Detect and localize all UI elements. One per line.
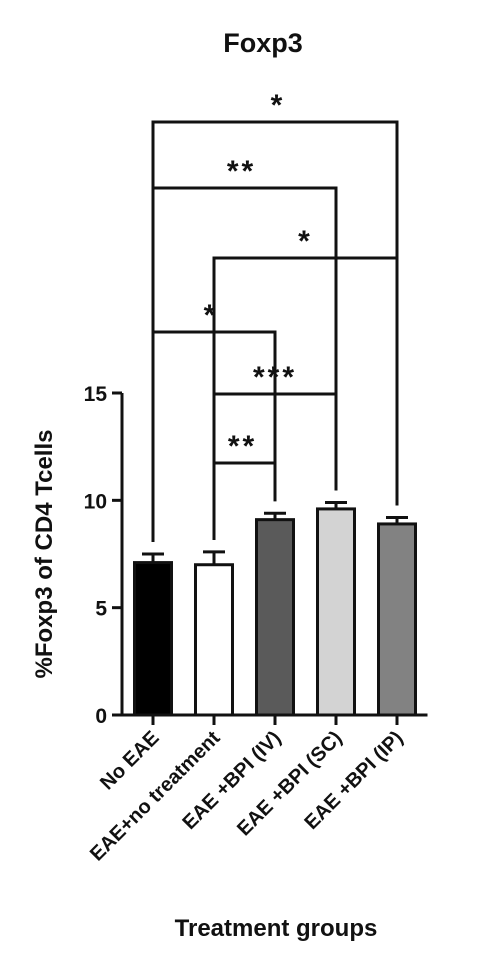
bar: [194, 563, 234, 717]
y-tick-label: 0: [95, 705, 107, 728]
bar: [316, 507, 356, 717]
y-tick-label: 5: [95, 598, 107, 621]
significance-bracket: [151, 120, 399, 542]
x-tick-label: EAE +BPI (SC): [233, 727, 346, 840]
significance-label: *: [204, 299, 219, 332]
chart-title: Foxp3: [223, 28, 303, 58]
significance-label: **: [228, 430, 257, 463]
bar: [255, 518, 295, 717]
bar: [377, 522, 417, 717]
significance-label: *: [271, 89, 286, 122]
y-tick-label: 15: [84, 383, 108, 406]
significance-label: **: [227, 155, 256, 188]
bar: [133, 561, 173, 717]
y-tick-label: 10: [84, 490, 107, 513]
significance-bracket: [212, 256, 399, 540]
x-axis-label: Treatment groups: [175, 915, 378, 942]
y-axis-label: %Foxp3 of CD4 Tcells: [31, 430, 58, 679]
significance-label: *: [298, 225, 313, 258]
